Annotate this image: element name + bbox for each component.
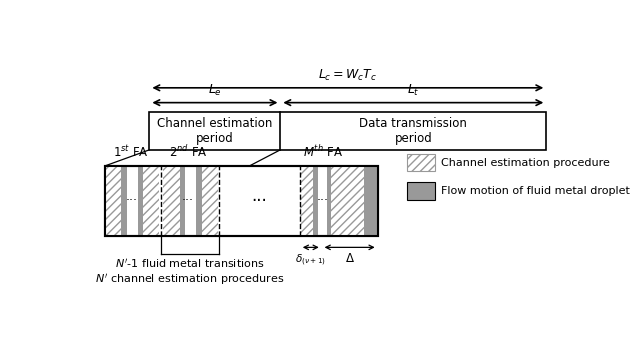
- Text: $L_t$: $L_t$: [407, 83, 420, 98]
- Bar: [408, 154, 435, 172]
- Bar: [364, 166, 378, 236]
- Bar: [105, 166, 378, 236]
- Bar: [202, 166, 218, 236]
- Text: ···: ···: [182, 195, 194, 208]
- Bar: [345, 166, 364, 236]
- Text: Channel estimation
period: Channel estimation period: [157, 117, 273, 145]
- Text: ···: ···: [125, 195, 138, 208]
- Bar: [300, 166, 314, 236]
- Bar: [143, 166, 159, 236]
- Bar: [314, 166, 318, 236]
- Bar: [163, 166, 180, 236]
- Bar: [196, 166, 202, 236]
- Text: Channel estimation procedure: Channel estimation procedure: [440, 158, 609, 168]
- Text: $1^{st}$ FA: $1^{st}$ FA: [113, 145, 148, 160]
- Text: Flow motion of fluid metal droplet: Flow motion of fluid metal droplet: [440, 186, 630, 196]
- Bar: [105, 166, 121, 236]
- Text: $M^{th}$ FA: $M^{th}$ FA: [303, 144, 343, 160]
- Text: ···: ···: [317, 195, 329, 208]
- Text: $L_e$: $L_e$: [208, 83, 222, 98]
- Text: $\delta_{(\nu+1)}$: $\delta_{(\nu+1)}$: [295, 252, 326, 268]
- Bar: [121, 166, 127, 236]
- Bar: [180, 166, 185, 236]
- Bar: [138, 166, 143, 236]
- Text: $\Delta$: $\Delta$: [345, 252, 355, 265]
- Bar: [408, 182, 435, 199]
- Text: Data transmission
period: Data transmission period: [360, 117, 467, 145]
- Bar: [332, 166, 345, 236]
- Bar: [327, 166, 332, 236]
- Text: $2^{nd}$ FA: $2^{nd}$ FA: [168, 144, 207, 160]
- Bar: [150, 112, 547, 150]
- Bar: [105, 166, 378, 236]
- Text: $L_c=W_cT_c$: $L_c=W_cT_c$: [318, 68, 378, 83]
- Text: ···: ···: [251, 192, 267, 210]
- Text: $N'$-$1$ fluid metal transitions
$N'$ channel estimation procedures: $N'$-$1$ fluid metal transitions $N'$ ch…: [95, 257, 285, 287]
